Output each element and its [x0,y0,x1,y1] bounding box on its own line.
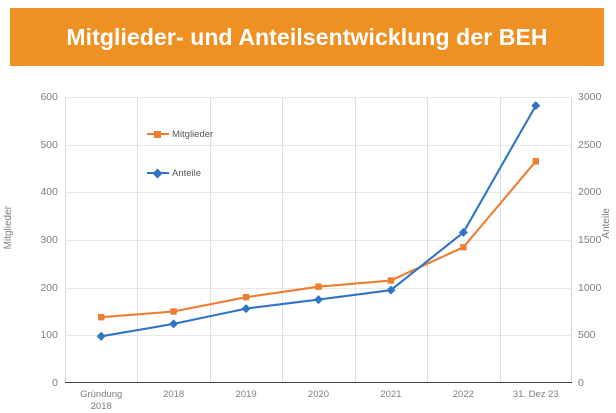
data-point-anteile[interactable] [241,304,251,314]
y-tick-label: 600 [40,91,58,103]
legend-marker-mitglieder [147,130,169,138]
data-point-mitglieder[interactable] [242,294,250,301]
y-tick-label: 0 [52,377,58,389]
gridline [65,144,572,146]
legend-item-mitglieder[interactable]: Mitglieder [147,127,213,141]
y-tick-label: 0 [578,377,584,389]
x-tick-label: 2018 [163,389,185,400]
vertical-gridline [354,97,356,383]
y-tick-label: 200 [40,281,58,294]
x-tick-label: 2020 [307,389,330,400]
data-point-anteile[interactable] [169,319,179,329]
vertical-gridline [427,97,429,383]
chart-title-banner: Mitglieder- und Anteilsentwicklung der B… [10,8,604,66]
plot-area: Gründung 2018 2018 2019 2020 2021 2022 31. Dez … [65,97,572,412]
y-tick-label: 1000 [578,281,602,294]
vertical-gridline [282,97,284,383]
x-tick-label: 2022 [452,389,474,400]
y-tick-label: 300 [40,234,58,246]
legend-item-anteile[interactable]: Anteile [147,166,213,180]
legend-label-mitglieder: Mitglieder [172,128,214,140]
data-point-mitglieder[interactable] [315,283,322,290]
x-tick-label: 2021 [380,389,402,400]
chart-canvas: Mitglieder Anteile 0 100 200 300 400 500 600 0… [0,78,616,412]
x-tick-label: 31. Dez 23 [512,389,559,400]
vertical-gridline [137,97,139,383]
chart-legend: Mitglieder Anteile [147,127,213,205]
y-tick-label: 1500 [578,234,602,246]
data-point-anteile[interactable] [313,295,324,305]
gridline [65,192,572,194]
y-tick-label: 500 [40,138,58,151]
x-tick-label: 2019 [235,389,257,400]
vertical-gridline [209,97,211,383]
gridline [65,97,572,98]
vertical-gridline [499,97,501,383]
data-point-mitglieder[interactable] [98,314,105,321]
y-tick-label: 2500 [578,138,602,151]
legend-marker-anteile [147,168,169,178]
y-tick-label: 3000 [578,91,602,103]
y-axis-right-title: Anteile [601,208,612,239]
y-tick-label: 500 [578,329,596,342]
page-title: Mitglieder- und Anteilsentwicklung der B… [66,23,548,50]
data-point-anteile[interactable] [531,101,541,111]
gridline [65,335,572,337]
legend-label-anteile: Anteile [172,167,202,179]
data-point-mitglieder[interactable] [460,244,467,251]
data-point-mitglieder[interactable] [170,308,177,315]
x-axis-line [65,382,572,383]
data-point-mitglieder[interactable] [387,277,395,284]
data-point-anteile[interactable] [458,227,468,237]
gridline [65,240,572,241]
series-lines [96,101,541,341]
y-tick-label: 100 [40,329,58,342]
y-tick-label: 400 [40,186,58,199]
y-tick-label: 2000 [578,186,602,199]
data-point-anteile[interactable] [96,331,106,341]
data-point-mitglieder[interactable] [532,158,539,165]
